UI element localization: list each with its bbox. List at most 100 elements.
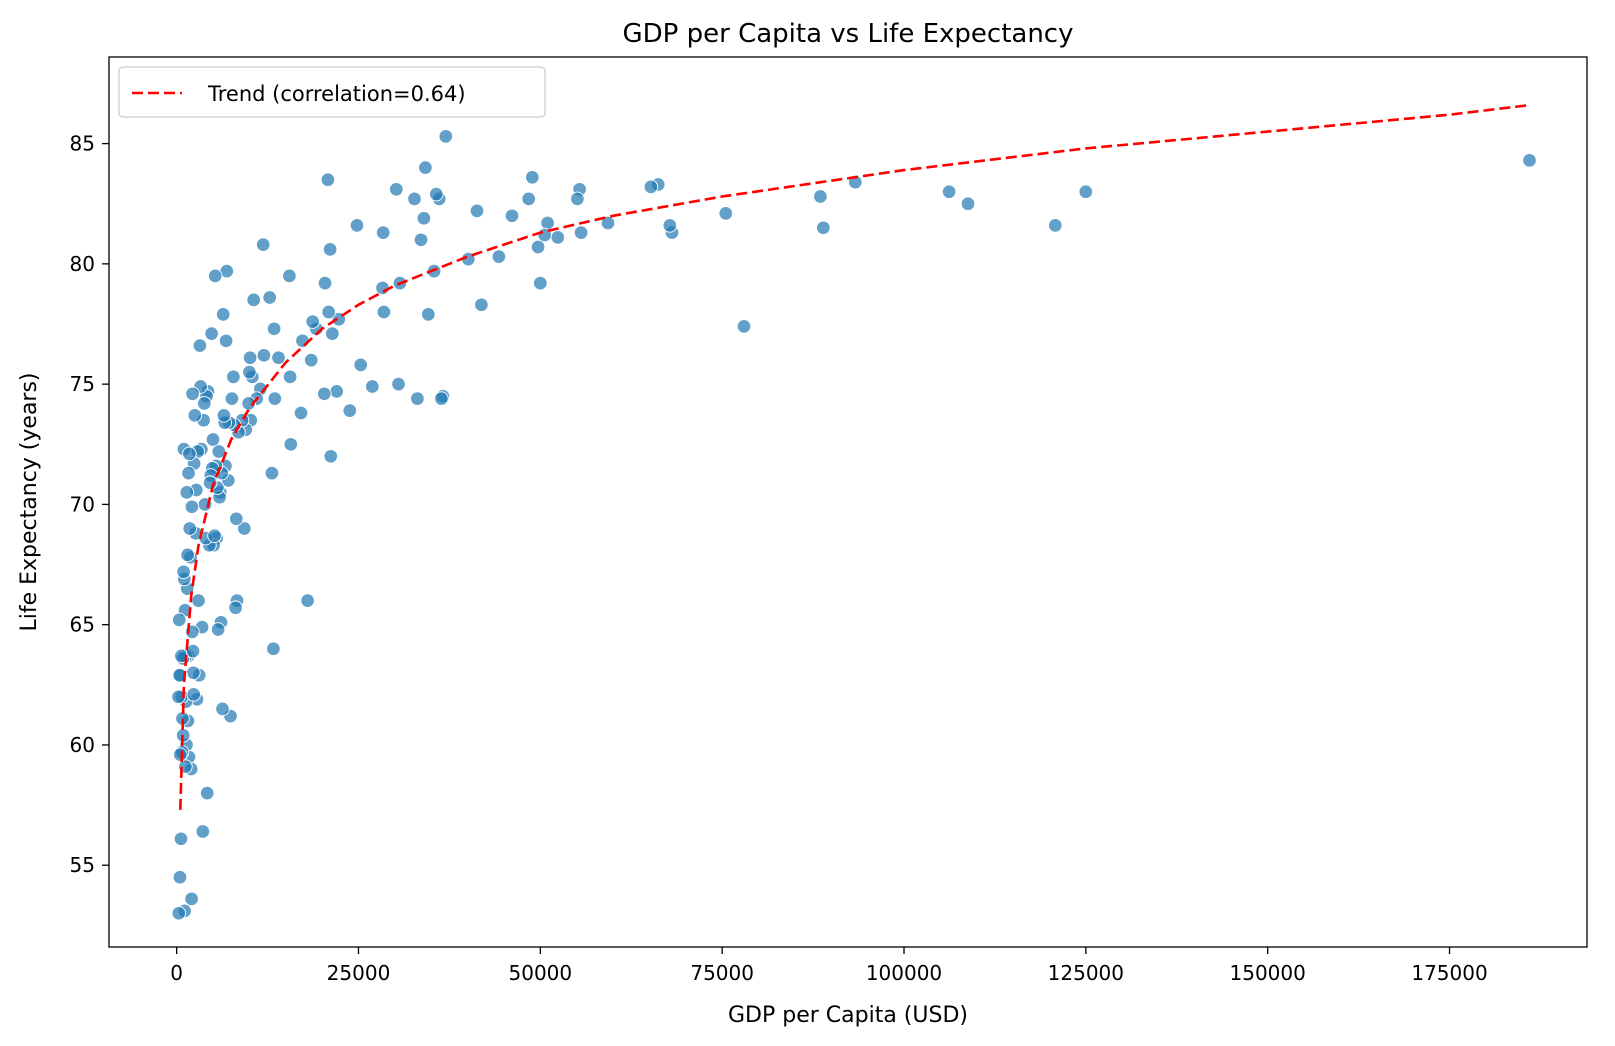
data-points xyxy=(171,129,1537,921)
data-point xyxy=(242,364,257,380)
data-point xyxy=(218,333,234,349)
data-point xyxy=(530,239,546,255)
data-point xyxy=(353,357,368,373)
data-point xyxy=(171,612,187,628)
data-point xyxy=(816,220,831,236)
data-point xyxy=(184,891,199,907)
x-tick-label: 125000 xyxy=(1048,961,1124,985)
y-tick-label: 65 xyxy=(70,613,95,637)
data-point xyxy=(207,268,223,284)
data-point xyxy=(643,179,659,195)
data-point xyxy=(228,600,243,616)
data-point xyxy=(322,242,338,257)
y-axis: 55 60 65 70 75 80 85 xyxy=(70,132,109,877)
data-point xyxy=(171,689,186,705)
data-point xyxy=(187,408,203,423)
data-point xyxy=(282,369,298,385)
data-point xyxy=(342,403,358,418)
data-point xyxy=(182,446,197,462)
data-point xyxy=(282,268,297,284)
data-point xyxy=(180,547,195,563)
data-point xyxy=(434,391,449,406)
data-point xyxy=(521,191,536,207)
data-point xyxy=(375,225,391,240)
x-tick-label: 0 xyxy=(170,961,183,985)
data-point xyxy=(182,521,197,536)
data-point xyxy=(504,208,520,224)
data-point xyxy=(1048,218,1063,233)
data-point xyxy=(211,444,227,459)
data-point xyxy=(474,297,489,313)
data-point xyxy=(207,528,222,543)
data-point xyxy=(264,465,280,481)
data-point xyxy=(176,564,191,580)
data-point xyxy=(186,687,201,702)
data-point xyxy=(941,184,957,199)
data-point xyxy=(266,321,282,337)
data-point xyxy=(469,203,485,219)
data-point xyxy=(407,191,422,207)
data-point xyxy=(429,186,444,202)
x-tick-label: 175000 xyxy=(1411,961,1487,985)
data-point xyxy=(525,170,540,185)
plot-area-frame xyxy=(108,56,1588,948)
data-point xyxy=(573,225,589,240)
legend: Trend (correlation=0.64) xyxy=(118,66,546,118)
data-point xyxy=(172,869,188,885)
data-point xyxy=(197,396,212,411)
data-point xyxy=(186,665,201,681)
data-point xyxy=(540,215,555,231)
y-tick-label: 80 xyxy=(70,252,95,276)
data-point xyxy=(365,379,380,394)
x-tick-label: 150000 xyxy=(1230,961,1306,985)
data-point xyxy=(389,182,404,197)
data-point xyxy=(185,643,201,659)
data-point xyxy=(662,218,678,233)
data-point xyxy=(491,249,507,264)
data-point xyxy=(185,386,200,402)
data-point xyxy=(229,511,244,527)
data-point xyxy=(317,386,332,402)
data-point xyxy=(204,326,219,341)
data-point xyxy=(438,129,454,144)
data-point xyxy=(191,593,206,608)
data-point xyxy=(391,376,406,392)
data-point xyxy=(320,172,336,187)
data-point xyxy=(960,196,976,211)
x-tick-label: 75000 xyxy=(690,961,754,985)
data-point xyxy=(600,215,616,231)
data-point xyxy=(323,449,339,464)
x-axis-label: GDP per Capita (USD) xyxy=(728,1003,968,1028)
data-point xyxy=(1078,184,1094,199)
data-point xyxy=(226,369,241,385)
data-point xyxy=(215,701,230,717)
data-point xyxy=(179,485,195,500)
data-point xyxy=(300,593,315,608)
data-point xyxy=(416,210,432,226)
data-point xyxy=(216,408,232,423)
data-point xyxy=(210,622,226,637)
x-tick-label: 50000 xyxy=(509,961,573,985)
data-point xyxy=(283,437,299,452)
data-point xyxy=(293,405,309,421)
data-point xyxy=(173,747,188,762)
data-point xyxy=(199,785,215,801)
data-point xyxy=(266,641,281,656)
data-point xyxy=(570,191,585,207)
data-point xyxy=(418,160,433,175)
chart-title: GDP per Capita vs Life Expectancy xyxy=(623,19,1074,49)
y-tick-label: 70 xyxy=(70,492,95,516)
y-axis-label: Life Expectancy (years) xyxy=(17,372,42,631)
data-point xyxy=(262,290,277,305)
data-point xyxy=(271,350,286,365)
x-tick-label: 100000 xyxy=(866,961,942,985)
data-point xyxy=(325,326,340,341)
data-point xyxy=(192,338,208,353)
data-point xyxy=(242,350,258,365)
data-point xyxy=(329,384,344,399)
data-point xyxy=(1522,153,1537,168)
data-point xyxy=(303,352,319,368)
trend-line xyxy=(179,103,1530,810)
data-point xyxy=(736,319,752,334)
